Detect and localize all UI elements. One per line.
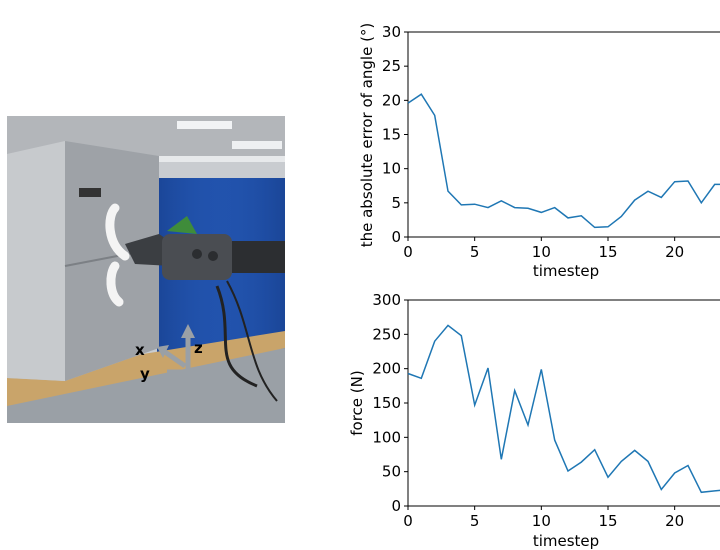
chart-top-ytick-label: 25 — [382, 57, 401, 75]
chart-top-xtick-label: 10 — [532, 243, 551, 261]
chart-top-ytick-label: 20 — [382, 91, 401, 109]
chart-bottom-ytick-label: 100 — [372, 428, 401, 446]
chart-top-ytick-label: 30 — [382, 23, 401, 41]
chart-bottom-series-line — [407, 324, 720, 494]
chart-bottom-xtick-label: 15 — [598, 512, 617, 530]
chart-top-ytick-label: 0 — [391, 228, 401, 246]
chart-bottom-xlabel: timestep — [533, 532, 599, 550]
chart-bottom-ytick-label: 150 — [372, 394, 401, 412]
chart-bottom-xtick-label: 0 — [403, 512, 413, 530]
chart-top-series-line — [407, 93, 720, 229]
axis-label-x: x — [135, 341, 145, 359]
robot-cabinet-photo: x y z — [7, 116, 285, 423]
chart-top-ytick-label: 10 — [382, 160, 401, 178]
chart-bottom-ytick-label: 250 — [372, 325, 401, 343]
axis-label-y: y — [140, 365, 150, 383]
chart-top-xtick-label: 15 — [598, 243, 617, 261]
force-chart: force (N) timestep 0 50 100 150 200 250 300 0 5 1… — [348, 291, 720, 550]
chart-top-ytick-label: 15 — [382, 126, 401, 144]
chart-top-xtick-label: 5 — [470, 243, 480, 261]
chart-top-ylabel: the absolute error of angle (°) — [358, 23, 376, 248]
chart-top-xlabel: timestep — [533, 262, 599, 280]
chart-bottom-ytick-label: 0 — [391, 497, 401, 515]
chart-top-xtick-label: 20 — [665, 243, 684, 261]
chart-top-ytick-label: 5 — [391, 194, 401, 212]
axis-label-z: z — [194, 339, 203, 357]
chart-bottom-xtick-label: 10 — [532, 512, 551, 530]
angle-error-chart: the absolute error of angle (°) timestep… — [358, 23, 720, 280]
chart-bottom-ytick-label: 200 — [372, 360, 401, 378]
chart-bottom-xtick-label: 5 — [470, 512, 480, 530]
chart-bottom-xtick-label: 20 — [665, 512, 684, 530]
chart-bottom-ytick-label: 50 — [382, 463, 401, 481]
chart-bottom-ylabel: force (N) — [348, 370, 366, 435]
chart-bottom-ytick-label: 300 — [372, 291, 401, 309]
chart-top-xtick-label: 0 — [403, 243, 413, 261]
